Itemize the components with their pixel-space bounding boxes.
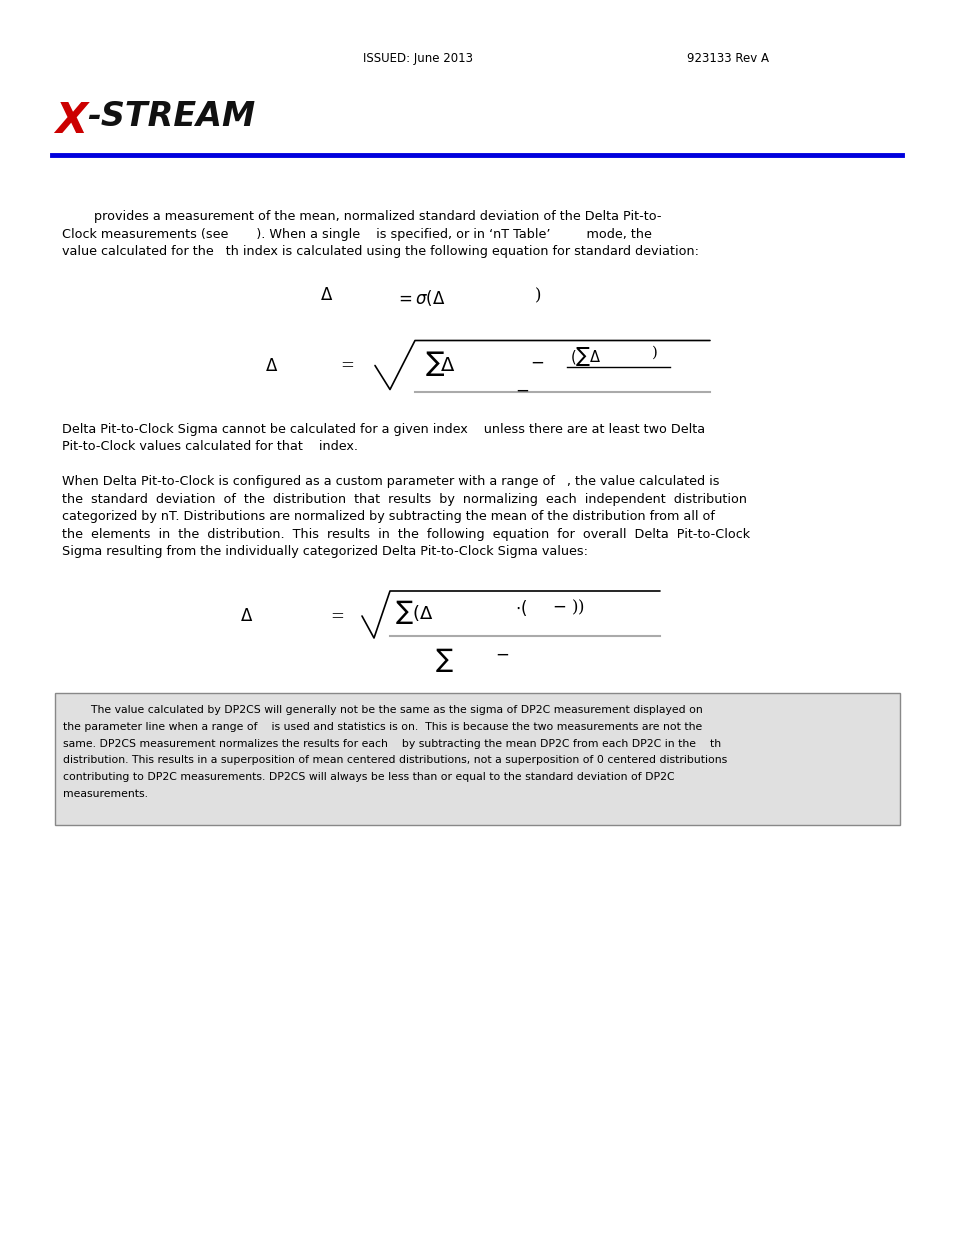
Text: $\sum\!\Delta$: $\sum\!\Delta$	[424, 350, 456, 378]
Text: $\Delta$: $\Delta$	[319, 288, 333, 305]
Text: measurements.: measurements.	[63, 789, 148, 799]
Text: $-$: $-$	[530, 353, 543, 370]
Text: The value calculated by DP2CS will generally not be the same as the sigma of DP2: The value calculated by DP2CS will gener…	[63, 705, 702, 715]
Text: -STREAM: -STREAM	[87, 100, 255, 133]
Text: categorized by nT. Distributions are normalized by subtracting the mean of the d: categorized by nT. Distributions are nor…	[62, 510, 714, 524]
Text: ): )	[651, 346, 657, 359]
Text: $-$ )): $-$ ))	[552, 598, 584, 618]
Text: contributing to DP2C measurements. DP2CS will always be less than or equal to th: contributing to DP2C measurements. DP2CS…	[63, 772, 674, 782]
FancyBboxPatch shape	[55, 693, 899, 825]
Text: =: =	[330, 608, 343, 625]
Text: distribution. This results in a superposition of mean centered distributions, no: distribution. This results in a superpos…	[63, 756, 726, 766]
Text: ISSUED: June 2013: ISSUED: June 2013	[362, 52, 472, 65]
Text: same. DP2CS measurement normalizes the results for each    by subtracting the me: same. DP2CS measurement normalizes the r…	[63, 739, 720, 748]
Text: $\Delta$: $\Delta$	[265, 357, 278, 374]
Text: value calculated for the   th index is calculated using the following equation f: value calculated for the th index is cal…	[62, 245, 699, 258]
Text: $\Delta$: $\Delta$	[240, 608, 253, 625]
Text: Sigma resulting from the individually categorized Delta Pit-to-Clock Sigma value: Sigma resulting from the individually ca…	[62, 546, 587, 558]
Text: $\sum$: $\sum$	[435, 646, 453, 674]
Text: the parameter line when a range of    is used and statistics is on.  This is bec: the parameter line when a range of is us…	[63, 721, 701, 732]
Text: X: X	[55, 100, 87, 142]
Text: $-$: $-$	[495, 646, 509, 663]
Text: Clock measurements (see       ). When a single    is specified, or in ‘nT Table’: Clock measurements (see ). When a single…	[62, 227, 651, 241]
Text: provides a measurement of the mean, normalized standard deviation of the Delta P: provides a measurement of the mean, norm…	[62, 210, 660, 224]
Text: ): )	[535, 288, 541, 305]
Text: Pit-to-Clock values calculated for that    index.: Pit-to-Clock values calculated for that …	[62, 440, 357, 453]
Text: $= \sigma(\Delta$: $= \sigma(\Delta$	[395, 288, 445, 308]
Text: $(\sum\Delta$: $(\sum\Delta$	[569, 346, 601, 368]
Text: 923133 Rev A: 923133 Rev A	[686, 52, 768, 65]
Text: the  elements  in  the  distribution.  This  results  in  the  following  equati: the elements in the distribution. This r…	[62, 529, 749, 541]
Text: When Delta Pit-to-Clock is configured as a custom parameter with a range of   , : When Delta Pit-to-Clock is configured as…	[62, 475, 719, 489]
Text: $\sum(\Delta$: $\sum(\Delta$	[395, 598, 433, 626]
Text: =: =	[339, 357, 354, 374]
Text: $-$: $-$	[515, 382, 529, 399]
Text: $\cdot($: $\cdot($	[515, 598, 527, 618]
Text: Delta Pit-to-Clock Sigma cannot be calculated for a given index    unless there : Delta Pit-to-Clock Sigma cannot be calcu…	[62, 422, 704, 436]
Text: the  standard  deviation  of  the  distribution  that  results  by  normalizing : the standard deviation of the distributi…	[62, 493, 746, 506]
